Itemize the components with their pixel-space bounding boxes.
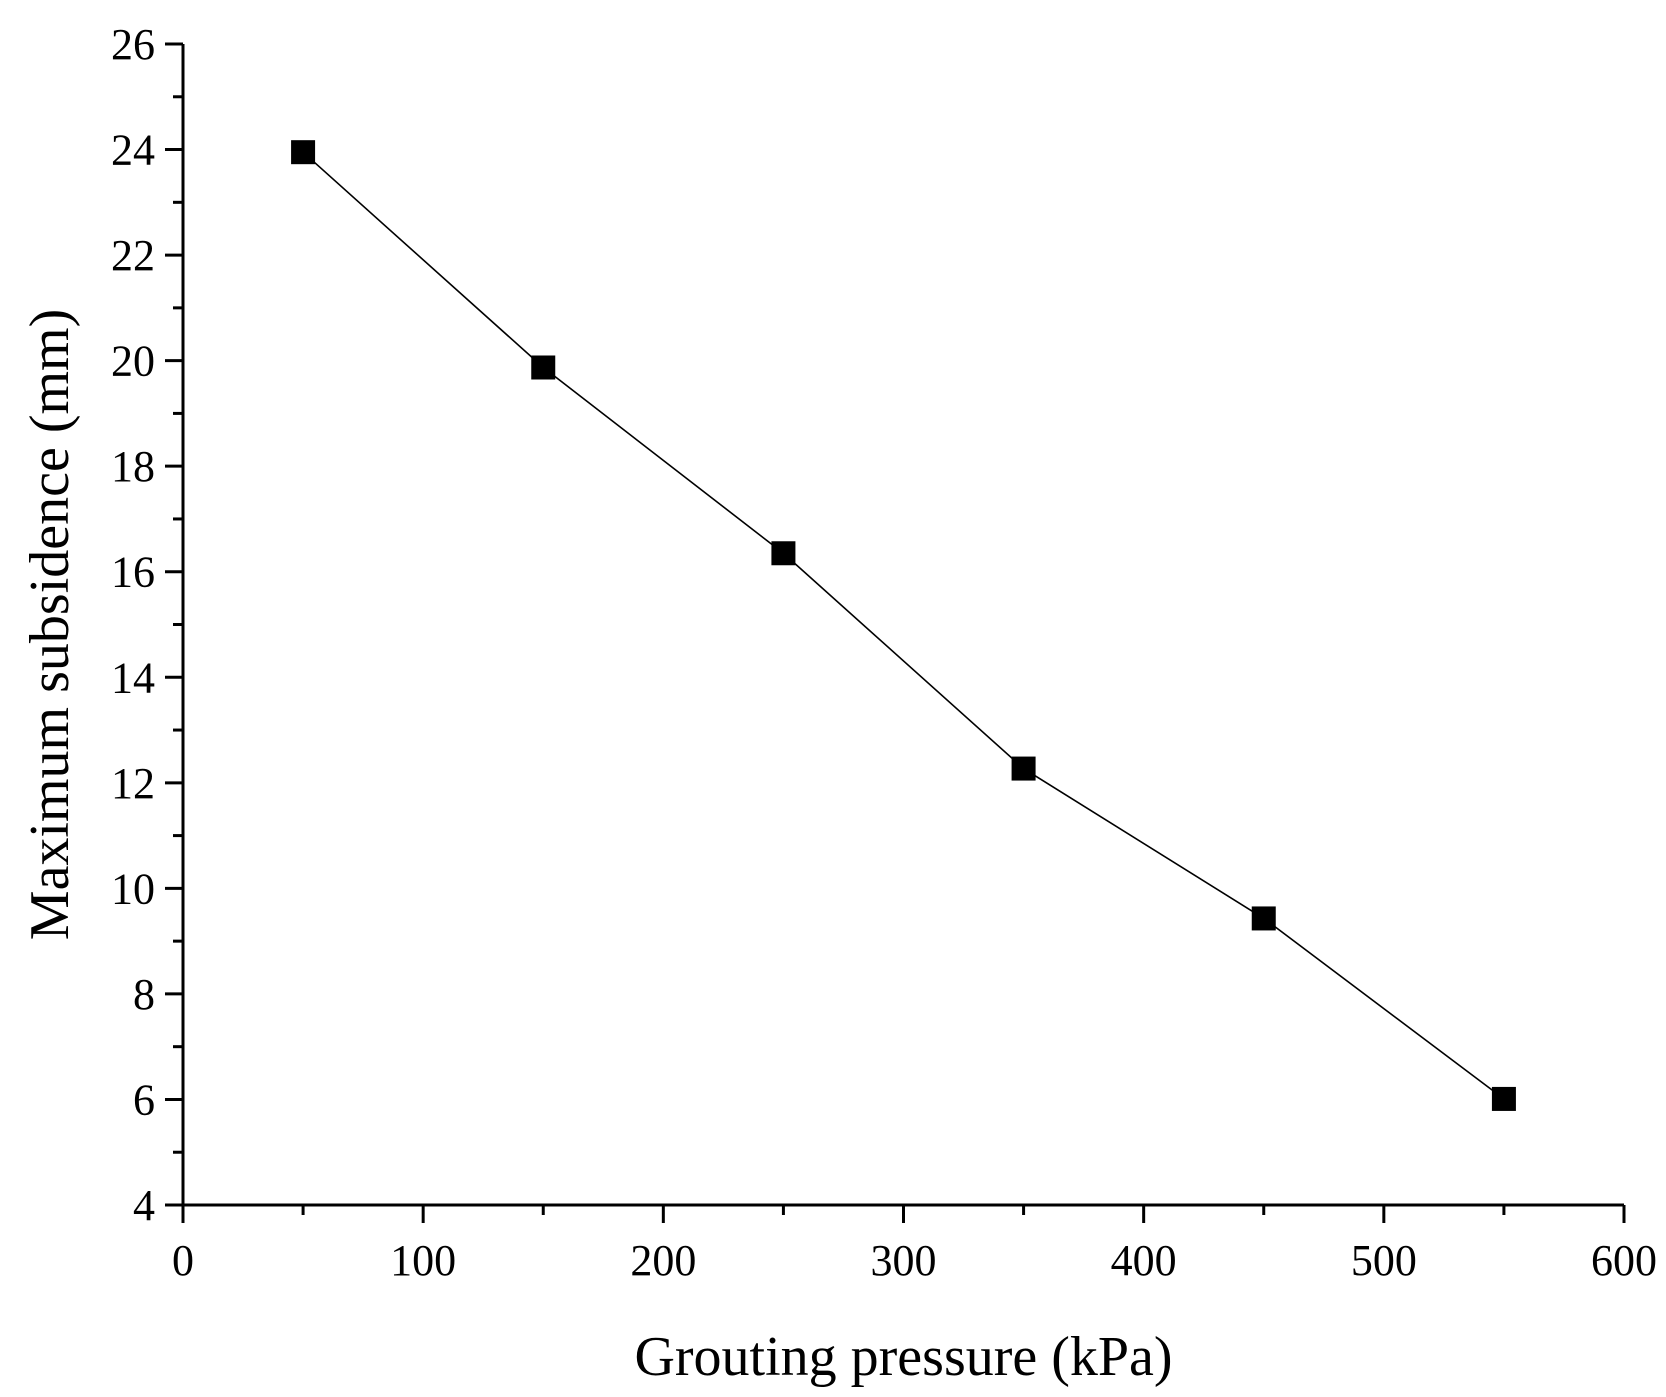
data-point-marker — [1251, 906, 1276, 931]
y-tick-label: 8 — [133, 970, 155, 1019]
y-tick-label: 4 — [133, 1181, 155, 1230]
y-tick-label: 12 — [111, 759, 155, 808]
y-tick-label: 14 — [111, 653, 155, 702]
series-line — [302, 151, 1505, 1100]
data-point-marker — [531, 355, 556, 380]
data-point-marker — [1491, 1086, 1516, 1111]
y-tick-label: 10 — [111, 864, 155, 913]
y-tick-label: 6 — [133, 1075, 155, 1124]
x-tick-label: 200 — [630, 1236, 696, 1285]
data-point-marker — [291, 140, 316, 165]
y-tick-label: 18 — [111, 442, 155, 491]
y-tick-label: 16 — [111, 548, 155, 597]
x-tick-label: 600 — [1591, 1236, 1657, 1285]
y-tick-label: 22 — [111, 231, 155, 280]
x-tick-label: 300 — [871, 1236, 937, 1285]
ticks-layer: 0 100 200 300 400 500 600 4 6 8 10 12 14 16 18 20 22 24 26 — [111, 20, 1657, 1285]
y-tick-label: 26 — [111, 20, 155, 69]
data-point-marker — [771, 541, 796, 566]
y-tick-label: 20 — [111, 337, 155, 386]
x-axis-title: Grouting pressure (kPa) — [634, 1326, 1172, 1388]
data-point-marker — [1011, 756, 1036, 781]
y-tick-label: 24 — [111, 126, 155, 175]
series-layer — [291, 140, 1516, 1111]
x-tick-label: 100 — [390, 1236, 456, 1285]
y-axis-title: Maximum subsidence (mm) — [19, 309, 81, 940]
axes-layer — [181, 44, 1624, 1207]
x-tick-label: 0 — [172, 1236, 194, 1285]
x-tick-label: 500 — [1351, 1236, 1417, 1285]
x-tick-label: 400 — [1111, 1236, 1177, 1285]
